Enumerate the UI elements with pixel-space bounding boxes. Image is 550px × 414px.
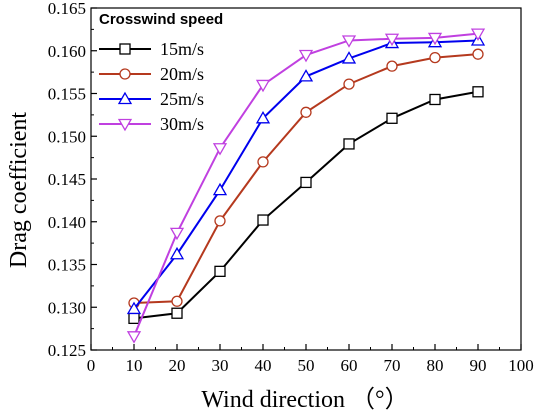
data-point-15m-s (300, 176, 312, 189)
data-point-20m-s (300, 106, 312, 118)
x-tick-label: 0 (87, 356, 96, 375)
data-point-15m-s (343, 138, 355, 150)
y-tick-label: 0.130 (48, 298, 86, 317)
data-point-15m-s (386, 112, 398, 124)
data-point-20m-s (257, 156, 269, 168)
data-point-15m-s (257, 214, 269, 226)
legend-label-30m-s: 30m/s (160, 114, 204, 134)
x-tick-label: 80 (427, 356, 444, 375)
series-30m-s (126, 28, 486, 344)
x-tick-label: 60 (341, 356, 358, 375)
data-point-30m-s (470, 28, 486, 41)
data-point-30m-s (212, 143, 228, 156)
data-point-20m-s (386, 60, 398, 72)
data-point-20m-s (171, 295, 183, 307)
series-15m-s (128, 86, 484, 325)
data-point-30m-s (341, 35, 357, 48)
data-point-30m-s (255, 79, 271, 93)
data-point-25m-s (298, 69, 314, 82)
data-point-25m-s (212, 182, 228, 196)
x-tick-label: 40 (255, 356, 272, 375)
legend-entry-15m-s: 15m/s (99, 39, 204, 59)
x-tick-label: 20 (169, 356, 186, 375)
data-point-20m-s (429, 51, 441, 64)
legend-entry-20m-s: 20m/s (99, 64, 204, 84)
data-point-15m-s (128, 312, 140, 325)
data-point-15m-s (171, 307, 183, 319)
legend-marker-15m-s (119, 43, 131, 55)
y-tick-label: 0.140 (48, 213, 86, 232)
x-tick-label: 50 (298, 356, 315, 375)
data-point-30m-s (126, 331, 142, 344)
series-layer (126, 28, 486, 344)
y-tick-label: 0.165 (48, 0, 86, 18)
data-point-25m-s (341, 51, 357, 64)
legend-entry-30m-s: 30m/s (99, 114, 204, 134)
x-tick-label: 70 (384, 356, 401, 375)
legend-label-15m-s: 15m/s (160, 39, 204, 59)
data-point-30m-s (384, 33, 400, 47)
data-point-15m-s (472, 86, 484, 98)
legend-title: Crosswind speed (99, 11, 223, 28)
y-tick-label: 0.145 (48, 170, 86, 189)
y-tick-label: 0.155 (48, 85, 86, 104)
data-point-20m-s (472, 48, 484, 60)
data-point-15m-s (429, 93, 441, 106)
data-point-25m-s (255, 110, 271, 124)
data-point-25m-s (126, 301, 142, 315)
legend-marker-30m-s (117, 118, 133, 132)
x-tick-label: 90 (470, 356, 487, 375)
legend-marker-25m-s (117, 91, 133, 105)
legend-label-25m-s: 25m/s (160, 89, 204, 109)
data-point-30m-s (298, 49, 314, 63)
axes: 0 10 20 30 40 50 60 70 80 90 100 0.125 0.130 0.135 0.1… (48, 0, 534, 375)
y-tick-label: 0.125 (48, 341, 86, 360)
legend-entry-25m-s: 25m/s (99, 89, 204, 109)
x-tick-label: 10 (126, 356, 143, 375)
x-tick-label: 100 (508, 356, 534, 375)
legend: Crosswind speed 15m/s 20m/s 25m/s 30m/s (99, 11, 223, 134)
x-axis-label: Wind direction （°） (201, 387, 408, 413)
y-tick-label: 0.160 (48, 42, 86, 61)
data-point-20m-s (214, 215, 226, 227)
data-point-25m-s (169, 246, 185, 260)
series-20m-s (128, 48, 484, 309)
y-tick-label: 0.135 (48, 256, 86, 275)
data-point-30m-s (169, 227, 185, 241)
y-tick-label: 0.150 (48, 127, 86, 146)
x-tick-label: 30 (212, 356, 229, 375)
y-axis-label: Drag coefficient (6, 112, 32, 268)
data-point-20m-s (343, 78, 355, 90)
data-point-30m-s (427, 32, 443, 46)
data-point-15m-s (214, 265, 226, 277)
legend-label-20m-s: 20m/s (160, 64, 204, 84)
legend-marker-20m-s (119, 68, 131, 80)
